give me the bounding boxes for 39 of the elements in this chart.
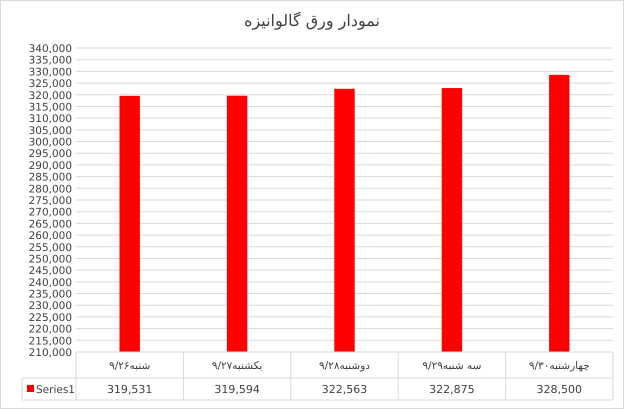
- y-tick-label: 240,000: [28, 276, 72, 289]
- y-tick-label: 265,000: [28, 218, 72, 230]
- data-label: 319,531: [106, 383, 152, 396]
- y-tick-label: 260,000: [28, 230, 72, 242]
- x-tick-label: یکشنبه۹/۲۷: [212, 360, 262, 372]
- x-tick-label: سه شنبه۹/۲۹: [422, 360, 482, 372]
- y-tick-label: 320,000: [28, 90, 72, 102]
- y-tick-label: 300,000: [28, 136, 72, 149]
- y-tick-label: 225,000: [28, 312, 72, 324]
- y-tick-label: 290,000: [28, 160, 72, 172]
- data-label: 328,500: [536, 383, 582, 396]
- y-tick-label: 330,000: [28, 66, 72, 78]
- y-tick-label: 280,000: [28, 183, 72, 196]
- y-tick-label: 250,000: [28, 253, 72, 266]
- y-tick-label: 215,000: [28, 335, 72, 348]
- y-tick-label: 335,000: [28, 54, 72, 67]
- x-tick-label: چهارشنبه۹/۳۰: [528, 360, 590, 372]
- y-tick-label: 310,000: [28, 113, 72, 126]
- y-tick-label: 210,000: [28, 347, 72, 359]
- x-tick-label: دوشنبه۹/۲۸: [319, 360, 370, 372]
- legend-label: Series1: [36, 384, 75, 396]
- y-tick-label: 230,000: [28, 300, 72, 312]
- data-label: 322,563: [322, 383, 368, 396]
- y-tick-label: 270,000: [28, 206, 72, 219]
- data-label: 319,594: [214, 383, 260, 396]
- y-tick-label: 295,000: [28, 148, 72, 160]
- y-tick-label: 275,000: [28, 195, 72, 207]
- chart-title: نمودار ورق گالوانیزه: [244, 11, 380, 30]
- y-tick-label: 255,000: [28, 242, 72, 254]
- x-tick-label: شنبه۹/۲۶: [109, 360, 150, 372]
- y-tick-label: 325,000: [28, 78, 72, 90]
- y-tick-label: 305,000: [28, 124, 72, 137]
- y-tick-label: 285,000: [28, 172, 72, 184]
- y-tick-label: 245,000: [28, 265, 72, 278]
- y-tick-label: 235,000: [28, 288, 72, 301]
- y-tick-label: 220,000: [28, 324, 72, 336]
- data-label: 322,875: [429, 383, 475, 396]
- y-tick-label: 315,000: [28, 101, 72, 114]
- y-tick-label: 340,000: [28, 43, 72, 55]
